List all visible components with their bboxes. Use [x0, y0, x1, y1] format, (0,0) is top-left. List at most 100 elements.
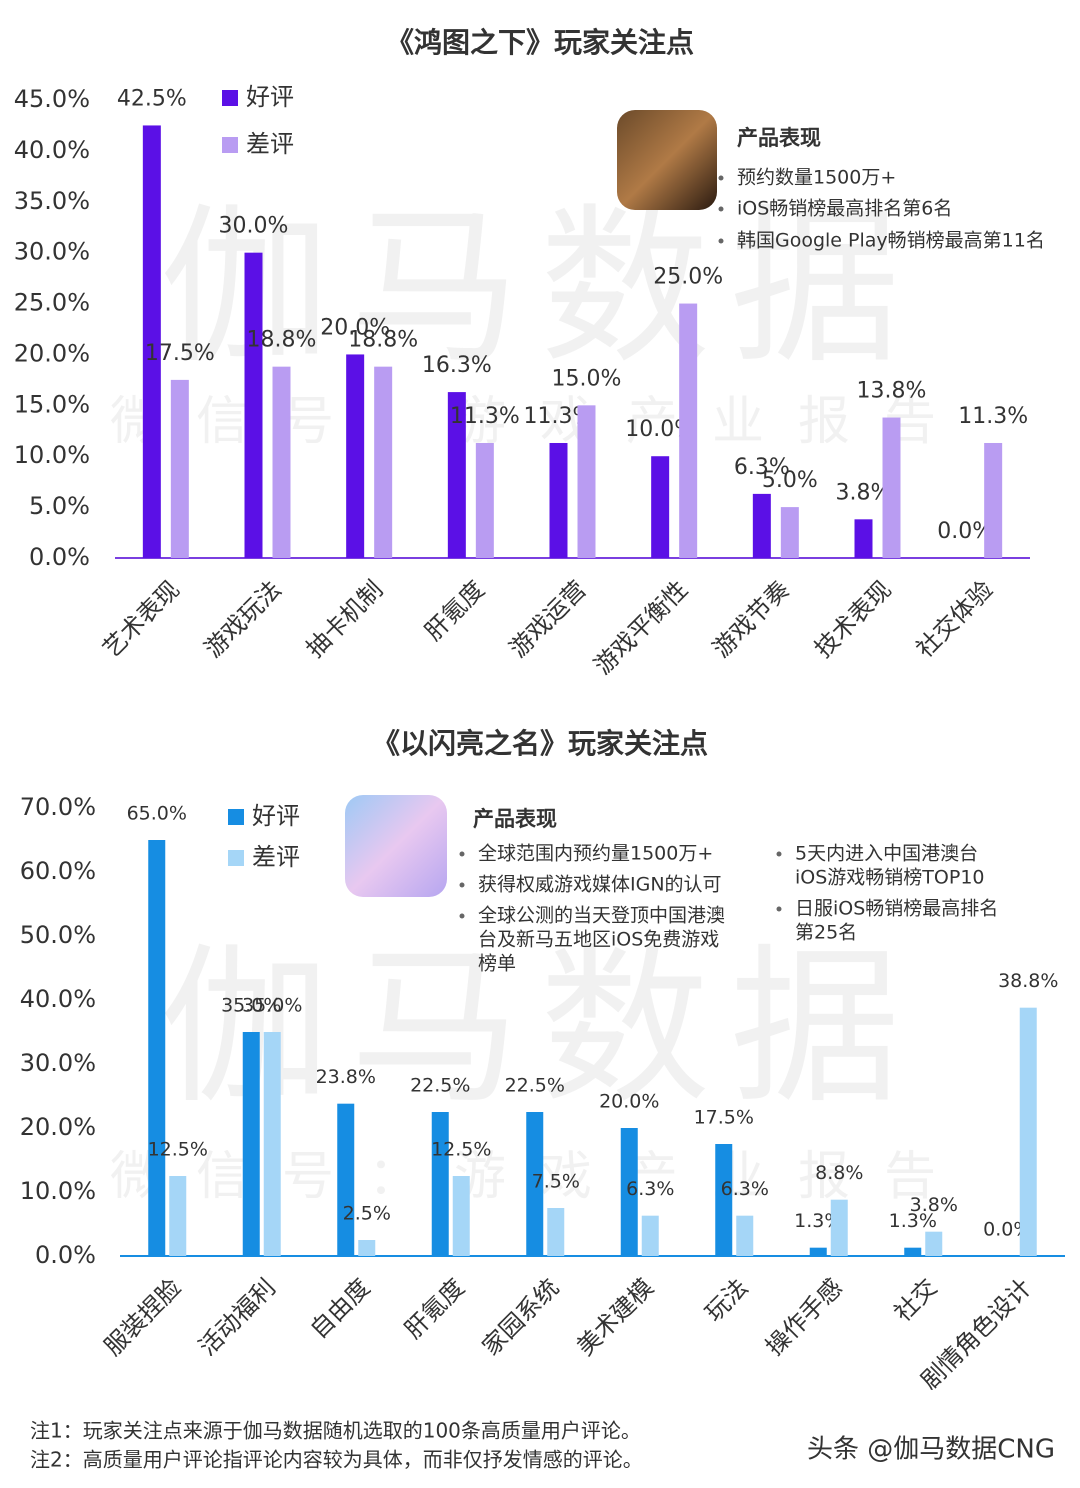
x-tick-label: 艺术表现 [97, 575, 185, 663]
value-label: 11.3% [450, 404, 520, 429]
x-tick-label: 技术表现 [809, 575, 897, 663]
legend-label: 好评 [252, 802, 300, 830]
value-label: 7.5% [532, 1171, 580, 1193]
bar [447, 392, 466, 558]
value-label: 17.5% [694, 1107, 754, 1129]
panel-title: 产品表现 [473, 807, 557, 831]
bar [882, 417, 901, 558]
bar [780, 507, 799, 558]
y-tick-label: 0.0% [35, 1241, 96, 1269]
x-tick-label: 游戏平衡性 [589, 575, 694, 680]
bar [452, 1176, 470, 1256]
value-label: 0.0% [983, 1219, 1031, 1241]
note: 注1：玩家关注点来源于伽马数据随机选取的100条高质量用户评论。 [30, 1419, 641, 1443]
bar [904, 1247, 922, 1256]
bar [925, 1231, 943, 1256]
x-tick-label: 活动福利 [193, 1273, 281, 1361]
panel-item: 韩国Google Play畅销榜最高第11名 [737, 230, 1045, 252]
x-tick-label: 社交 [889, 1273, 943, 1327]
value-label: 13.8% [857, 379, 927, 404]
value-label: 22.5% [410, 1075, 470, 1097]
x-tick-label: 游戏玩法 [199, 575, 287, 663]
y-tick-label: 45.0% [14, 85, 90, 113]
y-tick-label: 15.0% [14, 390, 90, 418]
bar [809, 1247, 827, 1256]
x-tick-label: 玩法 [700, 1273, 754, 1327]
x-tick-label: 肝氪度 [419, 575, 490, 646]
value-label: 42.5% [117, 86, 187, 111]
value-label: 35.0% [242, 995, 302, 1017]
value-label: 5.0% [762, 468, 818, 493]
panel-item: 榜单 [478, 953, 516, 975]
y-tick-label: 10.0% [20, 1177, 96, 1205]
y-tick-label: 10.0% [14, 441, 90, 469]
x-tick-label: 游戏运营 [504, 575, 592, 663]
bar [358, 1240, 376, 1256]
bar [475, 442, 494, 558]
value-label: 11.3% [958, 404, 1028, 429]
bar [752, 493, 771, 558]
x-tick-label: 家园系统 [477, 1273, 565, 1361]
value-label: 23.8% [316, 1066, 376, 1088]
bar [1019, 1007, 1037, 1256]
value-label: 2.5% [343, 1203, 391, 1225]
panel-item: 日服iOS畅销榜最高排名 [795, 898, 998, 920]
bar [526, 1112, 544, 1256]
value-label: 3.8% [910, 1194, 958, 1216]
y-tick-label: 35.0% [14, 187, 90, 215]
bullet [776, 851, 782, 857]
value-label: 12.5% [148, 1139, 208, 1161]
panel-item: 全球范围内预约量1500万+ [478, 843, 713, 865]
bar [242, 1032, 260, 1256]
bullet [718, 206, 724, 212]
bar [169, 1176, 187, 1256]
panel-item: 全球公测的当天登顶中国港澳 [478, 905, 725, 927]
value-label: 18.8% [348, 328, 418, 353]
value-label: 1.3% [889, 1210, 937, 1232]
y-tick-label: 20.0% [20, 1113, 96, 1141]
panel-item: 预约数量1500万+ [737, 167, 896, 189]
bar [577, 405, 596, 558]
legend-swatch [228, 809, 244, 825]
bar [244, 252, 263, 558]
legend-swatch [222, 137, 238, 153]
bar [337, 1103, 355, 1256]
panel-item: iOS游戏畅销榜TOP10 [795, 867, 985, 889]
chart-title: 《鸿图之下》玩家关注点 [386, 26, 694, 59]
value-label: 35.0% [221, 995, 281, 1017]
app-icon [617, 110, 717, 210]
bar [431, 1112, 449, 1256]
x-tick-label: 自由度 [305, 1273, 376, 1344]
value-label: 15.0% [552, 366, 622, 391]
y-tick-label: 50.0% [20, 921, 96, 949]
y-tick-label: 70.0% [20, 793, 96, 821]
bar [854, 519, 873, 558]
bullet [459, 882, 465, 888]
panel-title: 产品表现 [737, 126, 821, 150]
x-tick-label: 肝氪度 [399, 1273, 470, 1344]
x-tick-label: 社交体验 [911, 575, 999, 663]
y-tick-label: 20.0% [14, 339, 90, 367]
bar [620, 1128, 638, 1256]
value-label: 38.8% [998, 970, 1058, 992]
bar [547, 1208, 565, 1256]
chart-title: 《以闪亮之名》玩家关注点 [372, 727, 708, 760]
bullet [459, 913, 465, 919]
value-label: 1.3% [794, 1210, 842, 1232]
y-tick-label: 30.0% [14, 238, 90, 266]
value-label: 20.0% [599, 1091, 659, 1113]
panel-item: iOS畅销榜最高排名第6名 [737, 198, 952, 220]
y-tick-label: 60.0% [20, 857, 96, 885]
value-label: 3.8% [836, 480, 892, 505]
x-tick-label: 美术建模 [571, 1273, 659, 1361]
app-icon [345, 795, 447, 897]
value-label: 6.3% [734, 455, 790, 480]
legend-label: 好评 [246, 83, 294, 111]
x-tick-label: 服装捏脸 [99, 1273, 187, 1361]
note: 注2：高质量用户评论指评论内容较为具体，而非仅抒发情感的评论。 [30, 1448, 643, 1472]
value-label: 8.8% [815, 1162, 863, 1184]
y-tick-label: 5.0% [29, 492, 90, 520]
value-label: 6.3% [721, 1178, 769, 1200]
panel-item: 获得权威游戏媒体IGN的认可 [478, 874, 722, 896]
value-label: 6.3% [626, 1178, 674, 1200]
